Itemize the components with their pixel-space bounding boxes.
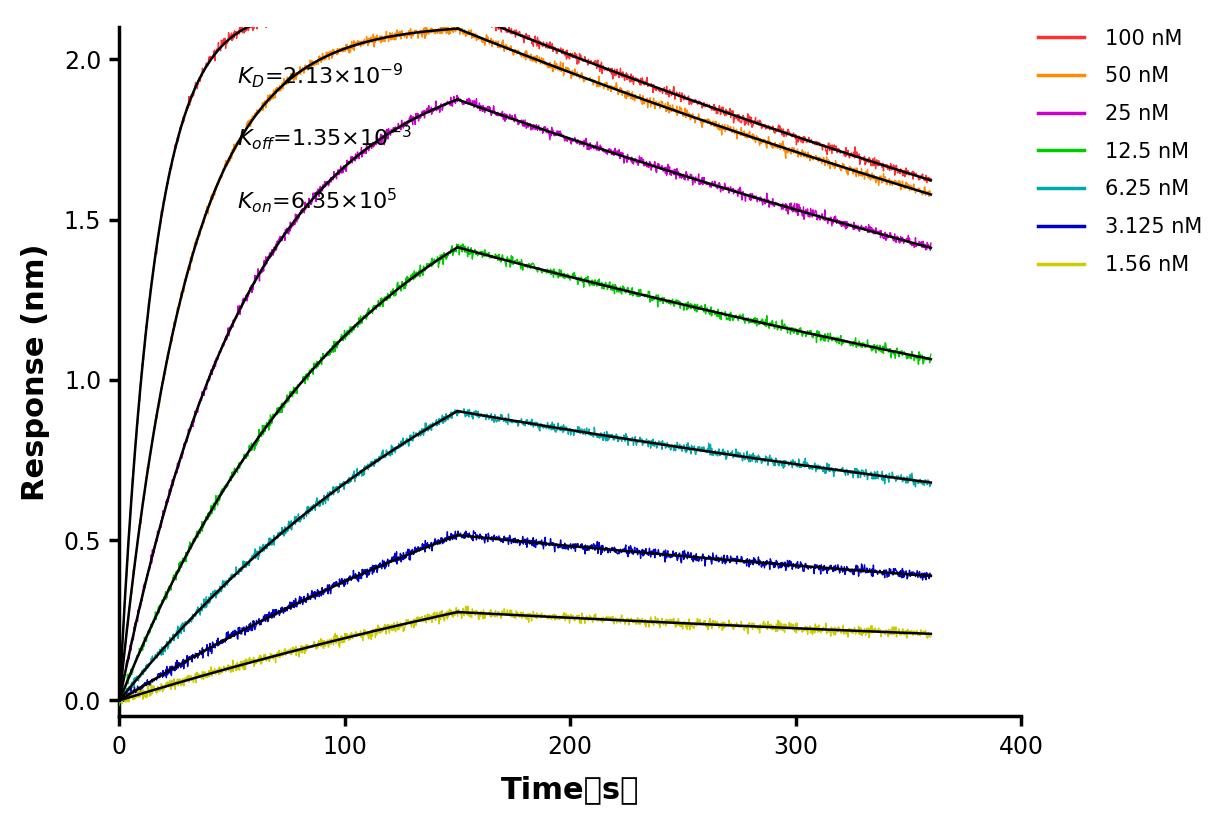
Text: $K_{on}$=6.35×10$^5$: $K_{on}$=6.35×10$^5$ — [237, 186, 397, 214]
X-axis label: Time（s）: Time（s） — [501, 776, 639, 804]
Legend: 100 nM, 50 nM, 25 nM, 12.5 nM, 6.25 nM, 3.125 nM, 1.56 nM: 100 nM, 50 nM, 25 nM, 12.5 nM, 6.25 nM, … — [1030, 21, 1211, 283]
Text: $K_D$=2.13×10$^{-9}$: $K_D$=2.13×10$^{-9}$ — [237, 62, 403, 91]
Text: $K_{off}$=1.35×10$^{-3}$: $K_{off}$=1.35×10$^{-3}$ — [237, 124, 411, 153]
Y-axis label: Response (nm): Response (nm) — [21, 243, 49, 501]
